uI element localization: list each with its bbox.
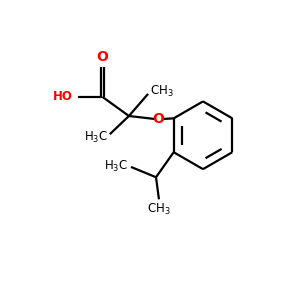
Text: H$_3$C: H$_3$C (104, 159, 128, 175)
Text: O: O (152, 112, 164, 126)
Text: CH$_3$: CH$_3$ (149, 83, 173, 98)
Text: HO: HO (53, 90, 73, 104)
Text: O: O (97, 50, 108, 64)
Text: CH$_3$: CH$_3$ (147, 202, 171, 218)
Text: H$_3$C: H$_3$C (84, 130, 108, 145)
